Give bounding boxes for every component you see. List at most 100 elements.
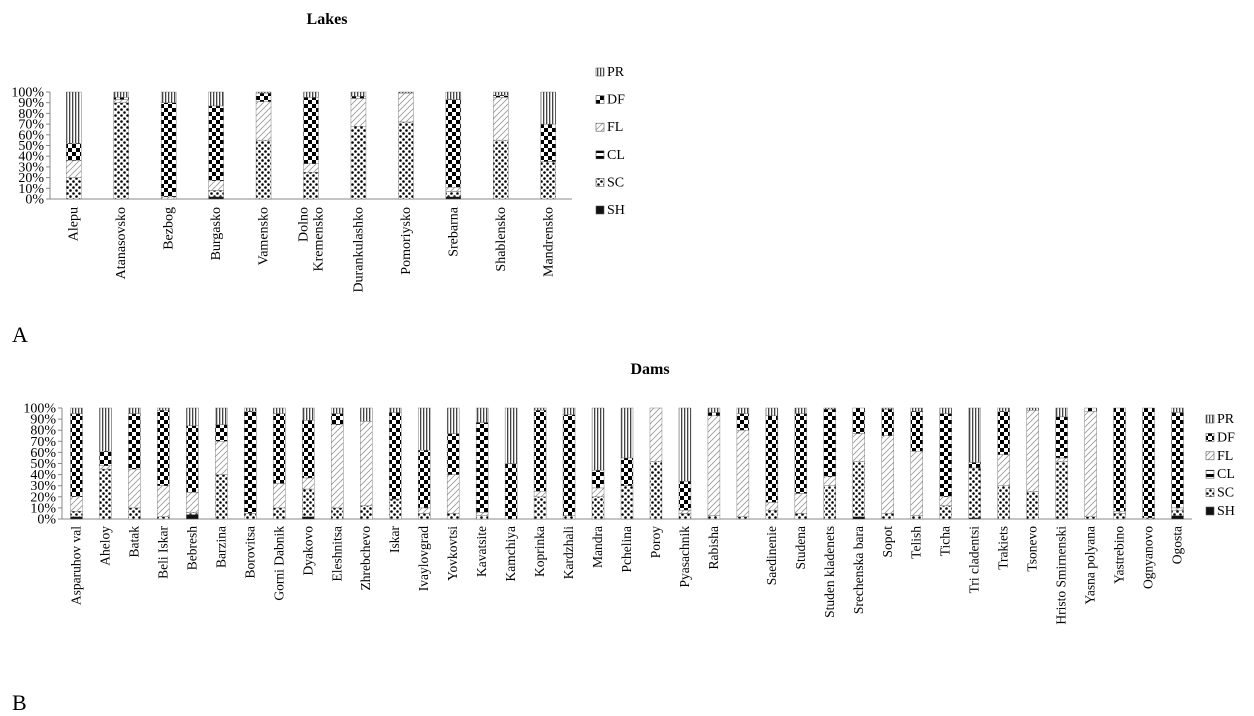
x-tick-label: Telish [909, 526, 924, 559]
bar-segment-pomoriysko-fl [398, 92, 414, 123]
bar-segment-ogosta-pr [1171, 407, 1184, 413]
x-tick-label: Vamensko [257, 207, 272, 265]
bar-segment-barzina-df [215, 424, 228, 442]
bar-segment-yastrebino-fl [1113, 511, 1126, 514]
legend: PR DF FL CL SC SH [1205, 412, 1235, 519]
legend-label-fl: FL [607, 120, 623, 135]
bar-segment-borovitsa-pr [244, 407, 257, 412]
legend-swatch-fl [1205, 451, 1215, 461]
bar-segment-asparuhov-val-df [70, 413, 83, 497]
bar-segment-iskar-pr [389, 407, 402, 413]
x-tick-label: Kremensko [312, 207, 327, 272]
x-tick-label: Borovitsa [242, 526, 257, 579]
bar-segment-srebarna-sc [445, 191, 462, 198]
bar-segment-mandra-pr [591, 407, 605, 471]
bar-segment-mandra-sc [591, 496, 605, 520]
bar-segment-pchelina-df [620, 457, 634, 486]
x-tick-label: Batak [126, 526, 141, 558]
bar-segment-blank-pr [736, 407, 750, 414]
bar-segment-beli-iskar-fl [157, 485, 170, 517]
x-tick-label: Yastrebino [1112, 526, 1127, 584]
x-tick-label: Sopot [880, 526, 895, 558]
bar-segment-blank-sc [736, 516, 750, 520]
bar-segment-tsonevo-sc [1026, 491, 1039, 520]
bar-segment-studen-kladenets-sc [823, 485, 837, 520]
bar-segment-dolno-kremensko-df [303, 97, 319, 164]
x-tick-label: Aheloy [97, 526, 112, 566]
bar-segment-rabisha-sc [707, 515, 721, 520]
bar-segment-poroy-sc [649, 461, 663, 520]
bar-segment-mandrensko-pr [540, 91, 556, 125]
bar-segment-yastrebino-sc [1113, 513, 1126, 520]
bar-segment-sopot-sc [881, 513, 894, 520]
bar-segment-rabisha-pr [707, 407, 721, 413]
bar-segment-mandrensko-sc [540, 161, 556, 200]
panel-label-b: B [12, 690, 27, 715]
bar-segment-shablensko-df [493, 95, 509, 98]
bar-segment-sopot-df [881, 408, 894, 436]
x-tick-label: Srebarna [446, 206, 461, 257]
chart-dams: Dams 0%10%20%30%40%50%60%70%80%90%100% Asp… [23, 361, 1235, 625]
legend-swatch-sc [1205, 488, 1215, 497]
bar-segment-srechenska-bara-df [852, 407, 865, 434]
x-tick-label: Barzina [213, 526, 228, 568]
bar-segment-yovkovtsi-df [446, 433, 460, 475]
x-tick-label: Saedinenie [764, 526, 779, 585]
bar-segment-atanasovsko-fl [113, 99, 129, 103]
y-tick-label: 70% [30, 435, 56, 450]
bar-segment-rabisha-df [707, 412, 721, 416]
legend-label-sh: SH [1217, 504, 1235, 519]
bar-segment-tsonevo-pr [1026, 407, 1039, 411]
bar-segment-ogosta-df [1171, 412, 1184, 509]
x-tick-label: Iskar [387, 526, 402, 553]
bar-segment-hristo-smirnenski-fl [1055, 457, 1068, 462]
bar-segment-kamchiya-df [504, 463, 518, 520]
bar-segment-ivaylovgrad-df [417, 449, 431, 509]
bar-segment-aheloy-pr [99, 407, 112, 452]
x-tick-label: Kardzhali [561, 526, 576, 579]
x-tick-label: Srechenska bara [851, 526, 866, 614]
bar-segment-borovitsa-df [244, 411, 257, 514]
legend-swatch-df [595, 95, 605, 104]
bar-segment-zhrebchevo-pr [360, 407, 373, 422]
bar-segment-ivaylovgrad-pr [417, 407, 431, 451]
bar-segment-bezbog-fl [160, 196, 177, 200]
bar-segment-dyakovo-df [302, 420, 315, 479]
chart-title: Dams [630, 361, 669, 378]
bar-segment-ogosta-sh [1171, 515, 1184, 520]
y-tick-label: 80% [30, 424, 56, 439]
bar-segment-studen-kladenets-df [823, 408, 837, 478]
bar-segment-asparuhov-val-sc [70, 511, 83, 517]
bar-segment-pchelina-pr [620, 407, 634, 459]
bar-segment-batak-sc [128, 507, 141, 520]
chart-lakes: Lakes 0%10%20%30%40%50%60%70%80%90%100% Al… [11, 11, 625, 293]
bar-segment-ogosta-fl [1171, 507, 1184, 511]
x-tick-label: Hristo Smirnenski [1054, 526, 1069, 625]
bar-segment-bebresh-fl [186, 492, 199, 513]
bar-segment-mandra-df [591, 469, 605, 489]
bar-segment-tsonevo-fl [1026, 410, 1039, 492]
bar-segment-barzina-sc [215, 474, 228, 520]
bar-segment-studen-kladenets-fl [823, 476, 837, 486]
legend-swatch-df [1205, 433, 1215, 442]
bar-segment-alepu-sc [66, 177, 82, 200]
legend-label-cl: CL [1217, 467, 1235, 482]
bar-segment-saedinenie-df [765, 415, 779, 503]
legend-swatch-pr [1205, 414, 1215, 424]
bar-segment-studen-kladenets-pr [823, 407, 837, 410]
bar-segment-tri-cladentsi-sc [968, 467, 981, 519]
bar-segment-telish-df [910, 411, 923, 452]
bar-segment-barzina-pr [215, 407, 228, 425]
chart-title: Lakes [307, 11, 348, 28]
bar-segment-srechenska-bara-sc [852, 461, 865, 517]
bar-segment-durankulashko-fl [350, 98, 367, 127]
bar-segment-ticha-df [939, 413, 952, 497]
bar-segment-koprinka-sc [533, 496, 547, 520]
panel-label-a: A [12, 322, 28, 347]
x-tick-label: Poroy [648, 526, 663, 559]
bar-segment-atanasovsko-sc [113, 102, 129, 200]
bar-segment-burgasko-df [208, 105, 224, 182]
bar-segment-vamensko-sc [255, 139, 272, 200]
y-tick-label: 40% [30, 468, 56, 483]
x-tick-label: Ticha [938, 526, 953, 556]
